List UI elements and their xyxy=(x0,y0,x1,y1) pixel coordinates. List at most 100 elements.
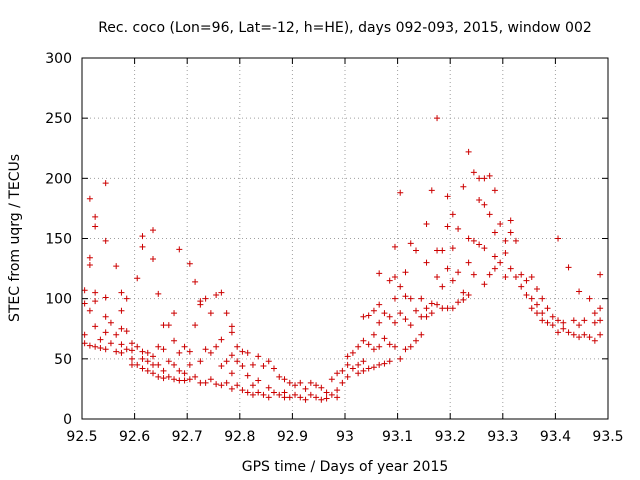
data-point xyxy=(160,367,167,374)
data-point xyxy=(239,348,246,355)
data-point xyxy=(455,225,462,232)
data-point xyxy=(481,245,488,252)
data-point xyxy=(449,245,456,252)
data-point xyxy=(139,348,146,355)
data-point xyxy=(92,343,99,350)
data-point xyxy=(165,322,172,329)
data-point xyxy=(339,367,346,374)
data-point xyxy=(344,353,351,360)
data-point xyxy=(265,384,272,391)
data-point xyxy=(555,329,562,336)
data-point xyxy=(444,265,451,272)
data-point xyxy=(323,389,330,396)
data-point xyxy=(576,322,583,329)
data-point xyxy=(92,223,99,230)
data-point xyxy=(234,358,241,365)
data-point xyxy=(512,274,519,281)
data-point xyxy=(476,241,483,248)
x-tick-label: 93.5 xyxy=(592,429,623,445)
data-point xyxy=(328,376,335,383)
data-point xyxy=(207,376,214,383)
data-point xyxy=(434,301,441,308)
data-point xyxy=(334,394,341,401)
data-point xyxy=(465,292,472,299)
data-point xyxy=(160,322,167,329)
data-point xyxy=(497,221,504,228)
data-point xyxy=(202,379,209,386)
data-point xyxy=(391,319,398,326)
data-point xyxy=(176,377,183,384)
data-point xyxy=(113,348,120,355)
data-point xyxy=(418,331,425,338)
data-point xyxy=(134,275,141,282)
data-point xyxy=(486,271,493,278)
y-tick-label: 100 xyxy=(45,292,72,308)
data-point xyxy=(570,317,577,324)
data-point xyxy=(381,335,388,342)
data-point xyxy=(449,211,456,218)
data-point xyxy=(502,237,509,244)
data-point xyxy=(591,319,598,326)
data-point xyxy=(155,290,162,297)
data-point xyxy=(391,295,398,302)
data-point xyxy=(533,286,540,293)
data-point xyxy=(376,301,383,308)
data-point xyxy=(92,298,99,305)
data-point xyxy=(207,310,214,317)
data-point xyxy=(586,295,593,302)
y-tick-label: 250 xyxy=(45,111,72,127)
data-point xyxy=(470,169,477,176)
data-point xyxy=(344,361,351,368)
data-point xyxy=(92,213,99,220)
chart-title: Rec. coco (Lon=96, Lat=-12, h=HE), days … xyxy=(98,20,592,36)
data-point xyxy=(213,343,220,350)
data-point xyxy=(355,343,362,350)
data-point xyxy=(334,387,341,394)
data-point xyxy=(81,331,88,338)
data-point xyxy=(376,319,383,326)
data-point xyxy=(581,331,588,338)
data-point xyxy=(197,358,204,365)
data-point xyxy=(239,363,246,370)
data-point xyxy=(470,237,477,244)
data-point xyxy=(313,394,320,401)
data-point xyxy=(128,340,135,347)
data-point xyxy=(176,246,183,253)
data-point xyxy=(491,229,498,236)
x-tick-label: 92.9 xyxy=(277,429,308,445)
data-point xyxy=(413,337,420,344)
data-point xyxy=(249,391,256,398)
data-point xyxy=(491,265,498,272)
data-point xyxy=(118,341,125,348)
data-point xyxy=(597,305,604,312)
data-point xyxy=(97,336,104,343)
data-point xyxy=(186,376,193,383)
data-point xyxy=(570,331,577,338)
data-point xyxy=(155,361,162,368)
data-point xyxy=(428,187,435,194)
data-point xyxy=(171,361,178,368)
data-point xyxy=(470,271,477,278)
data-point xyxy=(423,259,430,266)
data-point xyxy=(171,376,178,383)
data-point xyxy=(139,365,146,372)
data-point xyxy=(144,358,151,365)
data-point xyxy=(439,247,446,254)
data-point xyxy=(544,319,551,326)
data-point xyxy=(528,295,535,302)
data-point xyxy=(92,289,99,296)
data-point xyxy=(370,331,377,338)
data-point xyxy=(339,379,346,386)
x-tick-label: 93.1 xyxy=(382,429,413,445)
data-point xyxy=(181,370,188,377)
y-tick-label: 200 xyxy=(45,171,72,187)
data-point xyxy=(260,391,267,398)
data-point xyxy=(228,329,235,336)
data-point xyxy=(155,343,162,350)
data-point xyxy=(560,325,567,332)
data-point xyxy=(86,254,93,261)
data-point xyxy=(207,349,214,356)
data-point xyxy=(197,301,204,308)
y-axis-label: STEC from uqrg / TECUs xyxy=(7,154,23,322)
data-point xyxy=(360,337,367,344)
